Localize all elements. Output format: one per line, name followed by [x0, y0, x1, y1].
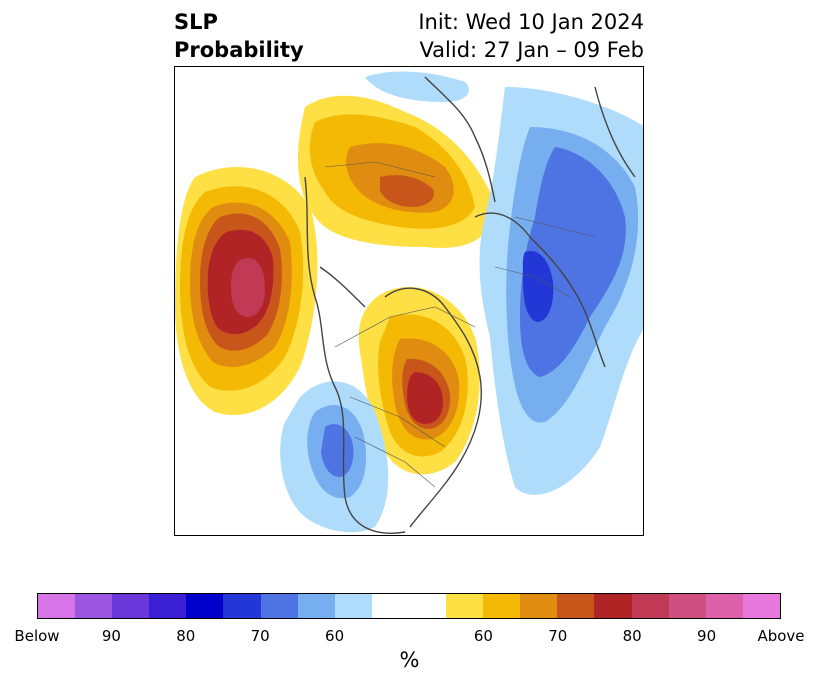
colorbar-label: %: [399, 648, 420, 672]
colorbar-swatch: [557, 594, 595, 618]
colorbar-swatch: [260, 594, 298, 618]
colorbar-tick-label: Above: [757, 627, 805, 645]
colorbar-swatch: [594, 594, 632, 618]
colorbar-swatch: [408, 594, 447, 618]
probability-map: [175, 71, 643, 534]
colorbar-swatch: [334, 594, 372, 618]
title-left: SLP Probability: [174, 8, 304, 64]
colorbar-swatch: [297, 594, 335, 618]
colorbar-tick-label: 90: [101, 627, 121, 645]
map-panel: [174, 66, 644, 536]
colorbar-swatch: [705, 594, 743, 618]
colorbar-swatch: [149, 594, 187, 618]
colorbar-ticks: Below 90 80 70 60 60 70 80 90 Above: [0, 627, 819, 647]
valid-range: Valid: 27 Jan – 09 Feb: [419, 38, 644, 62]
colorbar-swatch: [223, 594, 261, 618]
colorbar-swatch: [38, 594, 76, 618]
colorbar-swatch: [742, 594, 780, 618]
colorbar-swatch: [112, 594, 150, 618]
westcoast-below-anomaly: [280, 381, 389, 533]
colorbar-swatch: [631, 594, 669, 618]
colorbar-swatch: [371, 594, 409, 618]
borders: [324, 161, 596, 488]
coastlines: [304, 76, 636, 534]
colorbar-swatch: [446, 594, 484, 618]
colorbar-tick-label: Below: [14, 627, 60, 645]
colorbar-swatch: [186, 594, 224, 618]
colorbar-tick-label: 80: [622, 627, 642, 645]
title-right: Init: Wed 10 Jan 2024 Valid: 27 Jan – 09…: [418, 8, 644, 64]
colorbar: [37, 593, 781, 619]
colorbar-swatch: [668, 594, 706, 618]
colorbar-swatch: [75, 594, 113, 618]
atlantic-below-anomaly: [365, 71, 643, 495]
colorbar-swatch: [520, 594, 558, 618]
colorbar-tick-label: 60: [325, 627, 345, 645]
title-product: Probability: [174, 38, 304, 62]
colorbar-tick-label: 70: [548, 627, 568, 645]
colorbar-tick-label: 60: [473, 627, 493, 645]
colorbar-swatch: [483, 594, 521, 618]
colorbar-tick-label: 70: [250, 627, 270, 645]
pacific-above-anomaly: [175, 167, 318, 415]
colorbar-tick-label: 90: [697, 627, 717, 645]
init-date: Init: Wed 10 Jan 2024: [418, 10, 644, 34]
colorbar-tick-label: 80: [176, 627, 196, 645]
northamerica-above-anomaly: [358, 287, 480, 475]
siberia-above-anomaly: [297, 95, 495, 248]
title-variable: SLP: [174, 10, 218, 34]
